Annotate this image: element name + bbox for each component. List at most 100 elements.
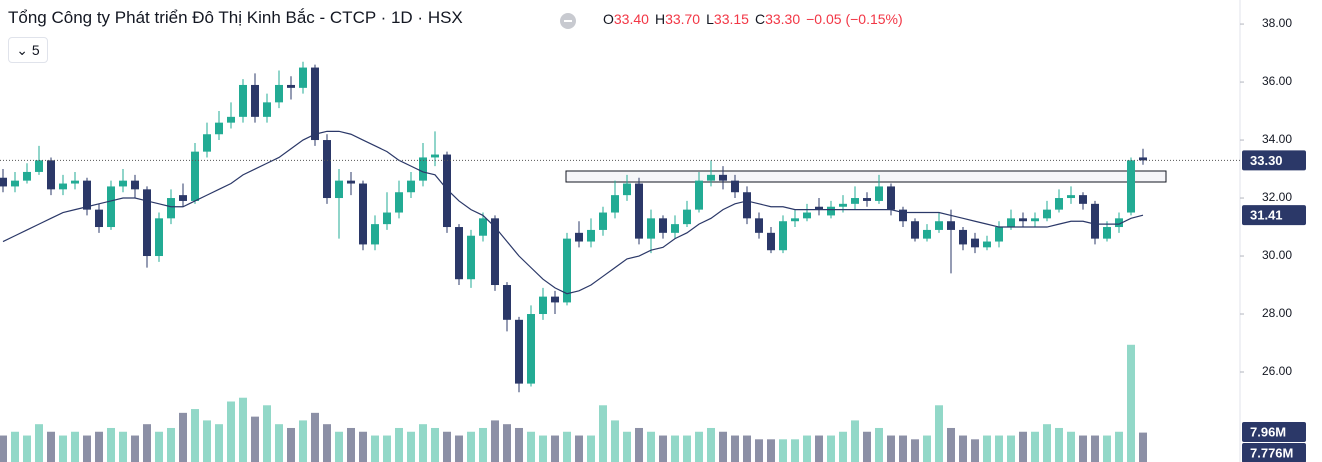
candle-body (491, 218, 499, 286)
candle-body (863, 198, 871, 201)
candle-body (479, 218, 487, 236)
volume-bar (755, 439, 763, 462)
volume-bar (395, 427, 403, 462)
volume-bar (491, 420, 499, 462)
last-volume-label-box (1242, 443, 1306, 462)
candle-body (659, 218, 667, 233)
candle-body (179, 195, 187, 201)
volume-bar (335, 431, 343, 462)
legend-key: L (706, 11, 714, 27)
volume-bar (239, 397, 247, 462)
ma-label-box (1242, 205, 1306, 226)
candle-body (683, 209, 691, 225)
candle-body (371, 224, 379, 245)
candle-body (407, 180, 415, 193)
volume-bar (1007, 435, 1015, 462)
candle-body (1127, 160, 1135, 213)
volume-bar (359, 431, 367, 462)
candle-body (95, 209, 103, 228)
candle-body (71, 180, 79, 184)
legend-key: O (603, 11, 614, 27)
volume-bar (935, 405, 943, 462)
volume-bar (671, 435, 679, 462)
volume-bar (299, 420, 307, 462)
candle-body (527, 314, 535, 384)
candle-body (923, 229, 931, 239)
volume-bar (563, 431, 571, 462)
volume-bar (287, 427, 295, 462)
volume-bar (791, 439, 799, 462)
candle-body (1091, 203, 1099, 239)
volume-bar (1091, 435, 1099, 462)
volume-bar (119, 431, 127, 462)
volume-ma-label: 7.96M (1250, 424, 1286, 439)
candle-body (263, 102, 271, 117)
volume-bar (407, 431, 415, 462)
candle-body (1019, 218, 1027, 222)
legend-value: 33.15 (713, 11, 749, 27)
indicator-count: 5 (31, 42, 40, 58)
volume-bar (431, 427, 439, 462)
candle-body (743, 192, 751, 219)
candle-body (83, 180, 91, 210)
zone-drawing (565, 170, 1167, 183)
candle-body (227, 116, 235, 123)
volume-bar (527, 431, 535, 462)
candle-body (959, 229, 967, 245)
volume-bar (215, 424, 223, 462)
candle-body (431, 154, 439, 158)
visibility-toggle[interactable] (560, 13, 576, 29)
volume-bar (323, 424, 331, 462)
candle-body (587, 229, 595, 242)
legend-value: 33.40 (613, 11, 649, 27)
candle-body (827, 206, 835, 216)
volume-bar (743, 435, 751, 462)
volume-bar (815, 435, 823, 462)
candle-body (599, 212, 607, 230)
volume-bar (767, 439, 775, 462)
volume-bar (227, 401, 235, 462)
candle-body (1103, 227, 1111, 239)
candle-body (59, 183, 67, 190)
y-tick-label: 26.00 (1262, 364, 1292, 378)
volume-bar (1139, 432, 1147, 462)
volume-bar (23, 435, 31, 462)
volume-bar (467, 431, 475, 462)
volume-bar (695, 431, 703, 462)
candle-body (791, 218, 799, 222)
volume-bar (203, 420, 211, 462)
volume-bar (635, 427, 643, 462)
candle-body (611, 195, 619, 213)
volume-bar (923, 435, 931, 462)
legend-key: H (654, 11, 666, 27)
candle-body (563, 238, 571, 303)
volume-bar (1031, 431, 1039, 462)
volume-bar (707, 427, 715, 462)
volume-bar (107, 427, 115, 462)
volume-bar (611, 420, 619, 462)
ohlc-legend: O33.40 H33.70 L33.15 C33.30 −0.05 (−0.15%) (597, 11, 903, 27)
volume-bar (383, 435, 391, 462)
candle-body (347, 180, 355, 184)
volume-bar (575, 435, 583, 462)
volume-bar (503, 424, 511, 462)
candle-body (551, 296, 559, 303)
y-tick-label: 28.00 (1262, 306, 1292, 320)
candle-body (911, 221, 919, 239)
candle-body (0, 177, 7, 187)
volume-bar (1043, 424, 1051, 462)
candle-body (419, 157, 427, 181)
volume-bar (887, 435, 895, 462)
candle-body (515, 319, 523, 384)
volume-bar (143, 424, 151, 462)
legend-value: 33.70 (665, 11, 701, 27)
candle-body (167, 198, 175, 219)
volume-bar (275, 424, 283, 462)
volume-bar (95, 431, 103, 462)
volume-bar (443, 431, 451, 462)
volume-bar (647, 431, 655, 462)
ma-label: 31.41 (1250, 208, 1283, 223)
indicator-toggle[interactable]: ⌄ 5 (8, 37, 48, 63)
candle-body (251, 84, 259, 117)
